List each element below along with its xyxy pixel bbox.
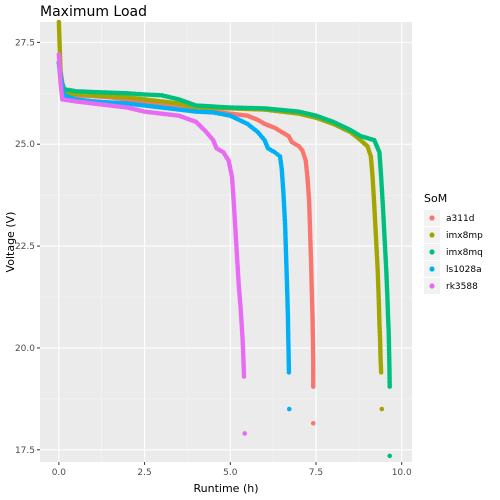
legend-key-imx8mq bbox=[429, 249, 435, 255]
axes-layer: 0.0 2.5 5.0 7.5 10.0 17.5 20.0 22.5 25.0 27.5 bbox=[15, 38, 412, 478]
legend-label-imx8mq: imx8mq bbox=[446, 248, 483, 258]
y-tick-label: 22.5 bbox=[15, 242, 35, 252]
legend-key-rk3588 bbox=[429, 283, 435, 289]
y-tick-label: 27.5 bbox=[15, 38, 35, 48]
data-point-imx8mq bbox=[387, 384, 393, 389]
y-tick-label: 17.5 bbox=[15, 446, 35, 456]
data-point-a311d bbox=[310, 420, 316, 426]
data-point-rk3588 bbox=[242, 431, 247, 436]
data-point-imx8mp bbox=[379, 406, 385, 412]
x-tick-label: 5.0 bbox=[223, 468, 238, 478]
x-tick-label: 2.5 bbox=[137, 468, 151, 478]
chart-title: Maximum Load bbox=[40, 4, 147, 20]
legend-key-a311d bbox=[429, 215, 435, 221]
legend-key-ls1028a bbox=[429, 266, 435, 272]
legend-key-imx8mp bbox=[429, 232, 435, 238]
y-tick-label: 25.0 bbox=[15, 140, 35, 150]
series-imx8mq bbox=[56, 60, 393, 459]
data-point-ls1028a bbox=[286, 370, 292, 375]
legend: SoM a311d imx8mp imx8mq ls1028a rk3588 bbox=[424, 192, 483, 294]
legend-label-imx8mp: imx8mp bbox=[446, 231, 483, 241]
data-point-ls1028a bbox=[286, 406, 292, 412]
x-tick-label: 7.5 bbox=[309, 468, 323, 478]
data-point-a311d bbox=[310, 384, 316, 389]
plot-panel bbox=[40, 22, 412, 462]
data-point-rk3588 bbox=[241, 374, 247, 379]
legend-label-ls1028a: ls1028a bbox=[446, 265, 482, 275]
x-axis-title: Runtime (h) bbox=[194, 482, 259, 495]
points-layer bbox=[56, 19, 393, 459]
legend-label-a311d: a311d bbox=[446, 214, 474, 224]
series-rk3588 bbox=[56, 52, 247, 436]
y-tick-label: 20.0 bbox=[15, 344, 35, 354]
legend-title: SoM bbox=[424, 192, 447, 205]
y-axis-title: Voltage (V) bbox=[4, 212, 17, 273]
grid-layer bbox=[40, 22, 412, 462]
data-point-imx8mq bbox=[387, 453, 393, 459]
legend-label-rk3588: rk3588 bbox=[446, 282, 478, 292]
data-point-imx8mp bbox=[378, 370, 384, 375]
x-tick-label: 0.0 bbox=[52, 468, 67, 478]
x-tick-label: 10.0 bbox=[392, 468, 412, 478]
